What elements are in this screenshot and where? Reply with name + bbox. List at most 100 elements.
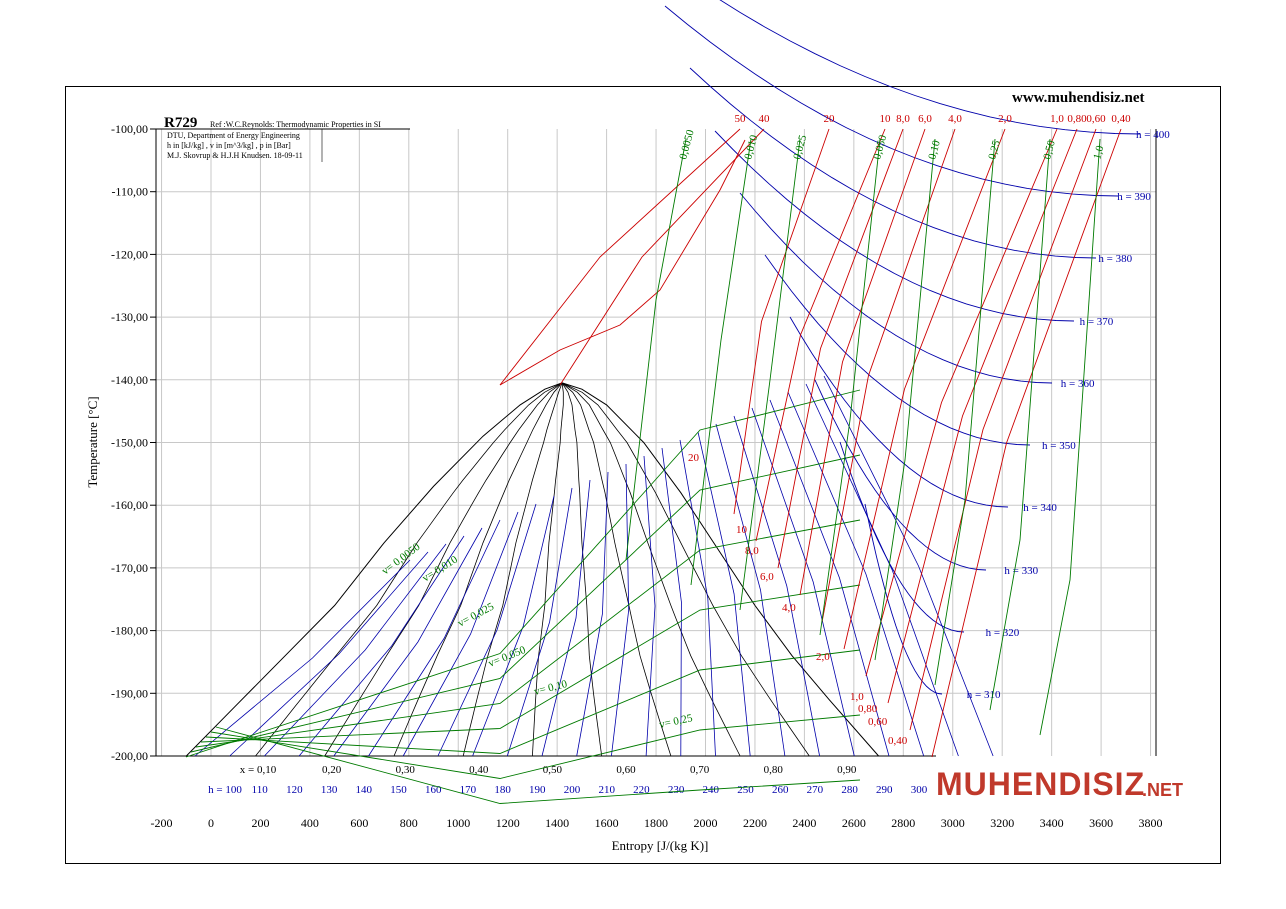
x-tick-label: 600: [350, 816, 368, 830]
enthalpy-line: [472, 495, 555, 757]
isochore-superheated: [739, 138, 801, 611]
x-tick-label: -200: [151, 816, 173, 830]
quality-label: 0,30: [396, 764, 416, 776]
enthalpy-label: h = 350: [1042, 440, 1076, 452]
y-tick-label: -160,00: [111, 498, 148, 512]
volume-top-label: 0,25: [986, 139, 1003, 161]
x-tick-label: 3000: [941, 816, 965, 830]
volume-label: v= 0,0050: [380, 541, 423, 578]
info-line: h in [kJ/kg] , v in [m^3/kg] , p in [Bar…: [167, 141, 291, 150]
isobar: [777, 128, 904, 569]
enthalpy-axis-label: 280: [841, 784, 858, 796]
enthalpy-axis-label: 270: [807, 784, 824, 796]
enthalpy-label: h = 400: [1136, 129, 1170, 141]
pressure-side-label: 0,80: [858, 703, 878, 715]
enthalpy-axis-label: 120: [286, 784, 303, 796]
quality-label: 0,90: [837, 764, 857, 776]
chart-title: R729: [164, 115, 197, 131]
website-label: www.muhendisiz.net: [1012, 90, 1145, 106]
quality-line: [255, 382, 563, 757]
quality-label: 0,80: [764, 764, 784, 776]
logo-suffix: .NET: [1142, 780, 1184, 800]
enthalpy-isoline: [789, 316, 1009, 508]
enthalpy-axis-label: 210: [598, 784, 615, 796]
quality-label: x = 0,10: [240, 764, 277, 776]
isobar-envelope: [499, 139, 746, 386]
enthalpy-line: [368, 519, 501, 757]
enthalpy-label: h = 380: [1098, 253, 1132, 265]
x-tick-label: 2200: [743, 816, 767, 830]
x-tick-label: 3600: [1089, 816, 1113, 830]
x-tick-label: 2000: [694, 816, 718, 830]
enthalpy-label: h = 320: [986, 627, 1020, 639]
enthalpy-line: [576, 471, 609, 757]
quality-label: 0,40: [469, 764, 489, 776]
enthalpy-line: [264, 543, 447, 757]
volume-label: v= 0,10: [533, 678, 569, 698]
y-tick-label: -120,00: [111, 247, 148, 261]
quality-line: [324, 382, 563, 757]
x-tick-label: 3200: [990, 816, 1014, 830]
pressure-top-label: 20: [824, 113, 836, 125]
isobar: [733, 128, 830, 515]
enthalpy-line: [541, 479, 591, 757]
enthalpy-isoline: [719, 0, 1141, 135]
x-tick-label: 1200: [496, 816, 520, 830]
isobar: [865, 128, 1058, 677]
enthalpy-isoline: [689, 67, 1097, 259]
pressure-side-label: 2,0: [816, 651, 830, 663]
enthalpy-axis-label: 110: [252, 784, 269, 796]
saturated-vapor-line: [561, 382, 879, 757]
y-tick-label: -180,00: [111, 624, 148, 638]
pressure-top-label: 0,80: [1067, 113, 1087, 125]
quality-line: [561, 382, 810, 757]
y-tick-label: -140,00: [111, 373, 148, 387]
quality-line: [462, 382, 563, 757]
quality-label: 0,20: [322, 764, 342, 776]
isochore: [215, 726, 861, 804]
enthalpy-label: h = 310: [967, 689, 1001, 701]
pressure-side-label: 0,40: [888, 735, 908, 747]
isochore-superheated: [874, 138, 936, 661]
isochore: [200, 584, 861, 743]
x-tick-label: 3400: [1040, 816, 1064, 830]
enthalpy-line: [643, 455, 656, 757]
y-tick-label: -170,00: [111, 561, 148, 575]
isobar: [909, 128, 1097, 731]
isobar: [799, 128, 926, 596]
isochore-superheated: [1039, 138, 1101, 736]
x-tick-label: 2400: [792, 816, 816, 830]
enthalpy-line: [733, 415, 820, 757]
isobar: [499, 128, 741, 386]
quality-line: [561, 382, 672, 757]
enthalpy-axis-label: 200: [564, 784, 581, 796]
enthalpy-line: [697, 431, 751, 757]
enthalpy-axis-label: 250: [737, 784, 754, 796]
isochore: [195, 519, 861, 748]
isochore-superheated: [934, 138, 996, 686]
pressure-top-label: 0,40: [1111, 113, 1131, 125]
logo-text: MUHENDISIZ: [936, 766, 1146, 802]
enthalpy-axis-label: 300: [911, 784, 928, 796]
x-tick-label: 1600: [595, 816, 619, 830]
x-tick-label: 2800: [891, 816, 915, 830]
enthalpy-axis-label: 170: [460, 784, 477, 796]
enthalpy-axis-label: 290: [876, 784, 893, 796]
enthalpy-line: [769, 399, 890, 757]
chart-frame: [65, 86, 1221, 864]
pressure-side-label: 10: [736, 524, 748, 536]
x-tick-label: 1800: [644, 816, 668, 830]
isobar: [559, 128, 765, 386]
quality-line: [561, 382, 603, 757]
reference-text: Ref :W.C.Reynolds: Thermodynamic Propert…: [210, 120, 381, 129]
x-tick-label: 1000: [446, 816, 470, 830]
pressure-side-label: 8,0: [745, 545, 759, 557]
isochore-superheated: [625, 138, 687, 561]
enthalpy-label: h = 370: [1080, 316, 1114, 328]
enthalpy-axis-label: 130: [321, 784, 338, 796]
quality-line: [561, 382, 741, 757]
enthalpy-line: [437, 503, 537, 757]
pressure-side-label: 1,0: [850, 691, 864, 703]
enthalpy-line: [715, 423, 786, 757]
pressure-side-label: 6,0: [760, 571, 774, 583]
